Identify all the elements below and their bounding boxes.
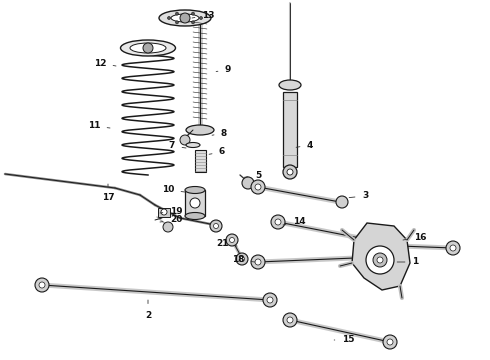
Ellipse shape [186,143,200,148]
Circle shape [366,246,394,274]
Bar [195,150,206,172]
Text: 7: 7 [169,141,186,150]
Circle shape [387,339,393,345]
Circle shape [287,317,293,323]
Circle shape [143,43,153,53]
Circle shape [283,313,297,327]
Ellipse shape [185,212,205,220]
Text: 20: 20 [160,216,182,225]
Circle shape [163,222,173,232]
Bar [283,92,297,167]
Circle shape [377,257,383,263]
Text: 1: 1 [397,257,418,266]
Text: 21: 21 [216,239,237,248]
Circle shape [383,335,397,349]
Circle shape [190,198,200,208]
Text: 19: 19 [160,207,182,216]
Bar [185,190,205,216]
Circle shape [199,17,202,19]
Circle shape [275,219,281,225]
Ellipse shape [130,43,166,53]
Text: 5: 5 [244,171,261,180]
Text: 3: 3 [349,192,368,201]
Circle shape [192,12,195,15]
Ellipse shape [159,10,211,26]
Text: 18: 18 [232,256,255,265]
Text: 2: 2 [145,300,151,320]
Text: 8: 8 [212,129,227,138]
Circle shape [373,253,387,267]
Circle shape [287,169,293,175]
Circle shape [175,12,178,15]
Circle shape [336,196,348,208]
Circle shape [168,17,171,19]
Circle shape [35,278,49,292]
Circle shape [214,224,219,229]
Ellipse shape [279,80,301,90]
Ellipse shape [185,186,205,194]
Text: 11: 11 [88,122,110,130]
Circle shape [283,165,297,179]
Circle shape [271,215,285,229]
Text: 9: 9 [216,66,231,75]
Circle shape [251,180,265,194]
Circle shape [242,177,254,189]
Circle shape [251,255,265,269]
Text: 15: 15 [334,336,354,345]
Text: 13: 13 [192,10,214,19]
Text: 12: 12 [94,58,116,68]
Ellipse shape [121,40,175,56]
Circle shape [240,256,245,261]
Circle shape [180,135,190,145]
Circle shape [229,238,235,243]
Circle shape [226,234,238,246]
Circle shape [161,209,167,215]
Text: 17: 17 [102,184,114,202]
Text: 16: 16 [403,233,426,242]
Text: 14: 14 [283,217,305,226]
Circle shape [255,259,261,265]
Circle shape [450,245,456,251]
Circle shape [175,21,178,24]
Circle shape [263,293,277,307]
Circle shape [210,220,222,232]
Polygon shape [352,223,410,290]
Circle shape [267,297,273,303]
Circle shape [39,282,45,288]
Circle shape [192,21,195,24]
Circle shape [180,13,190,23]
Text: 10: 10 [162,185,185,194]
Ellipse shape [171,14,199,22]
Ellipse shape [186,125,214,135]
Text: 4: 4 [296,140,313,149]
Bar [158,208,170,217]
Circle shape [255,184,261,190]
Circle shape [236,253,248,265]
Circle shape [446,241,460,255]
Text: 6: 6 [209,148,225,157]
